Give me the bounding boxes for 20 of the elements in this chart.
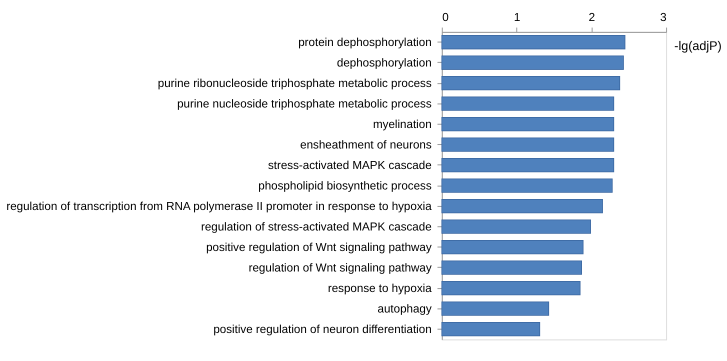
y-tick-label: positive regulation of Wnt signaling pathway <box>206 240 432 254</box>
y-tick-label: phospholipid biosynthetic process <box>258 180 432 192</box>
y-tick-label: ensheathment of neurons <box>300 138 432 152</box>
y-tick-label: autophagy <box>378 302 432 316</box>
x-tick-label: 1 <box>514 10 520 24</box>
y-tick-label: positive regulation of neuron differentiation <box>213 322 432 336</box>
y-tick-label: protein dephosphorylation <box>298 36 432 50</box>
y-tick-label: stress-activated MAPK cascade <box>268 159 432 172</box>
y-tick-label: regulation of Wnt signaling pathway <box>248 261 432 274</box>
y-tick-label: purine nucleoside triphosphate metabolic process <box>177 98 432 111</box>
y-tick-label: regulation of stress-activated MAPK cascade <box>200 220 432 234</box>
y-tick-label: regulation of transcription from RNA polymerase II promoter in response to hypoxia <box>6 200 432 213</box>
x-tick-label: 2 <box>588 10 596 24</box>
y-tick-label: dephosphorylation <box>336 56 432 70</box>
y-tick-label: myelination <box>373 118 432 132</box>
x-axis-title: -lg(adjP) <box>674 38 722 53</box>
x-tick-label: 3 <box>660 10 667 24</box>
x-tick-label: 0 <box>442 10 449 24</box>
y-tick-label: purine ribonucleoside triphosphate metabolic process <box>158 77 432 90</box>
y-tick-label: response to hypoxia <box>328 282 432 295</box>
